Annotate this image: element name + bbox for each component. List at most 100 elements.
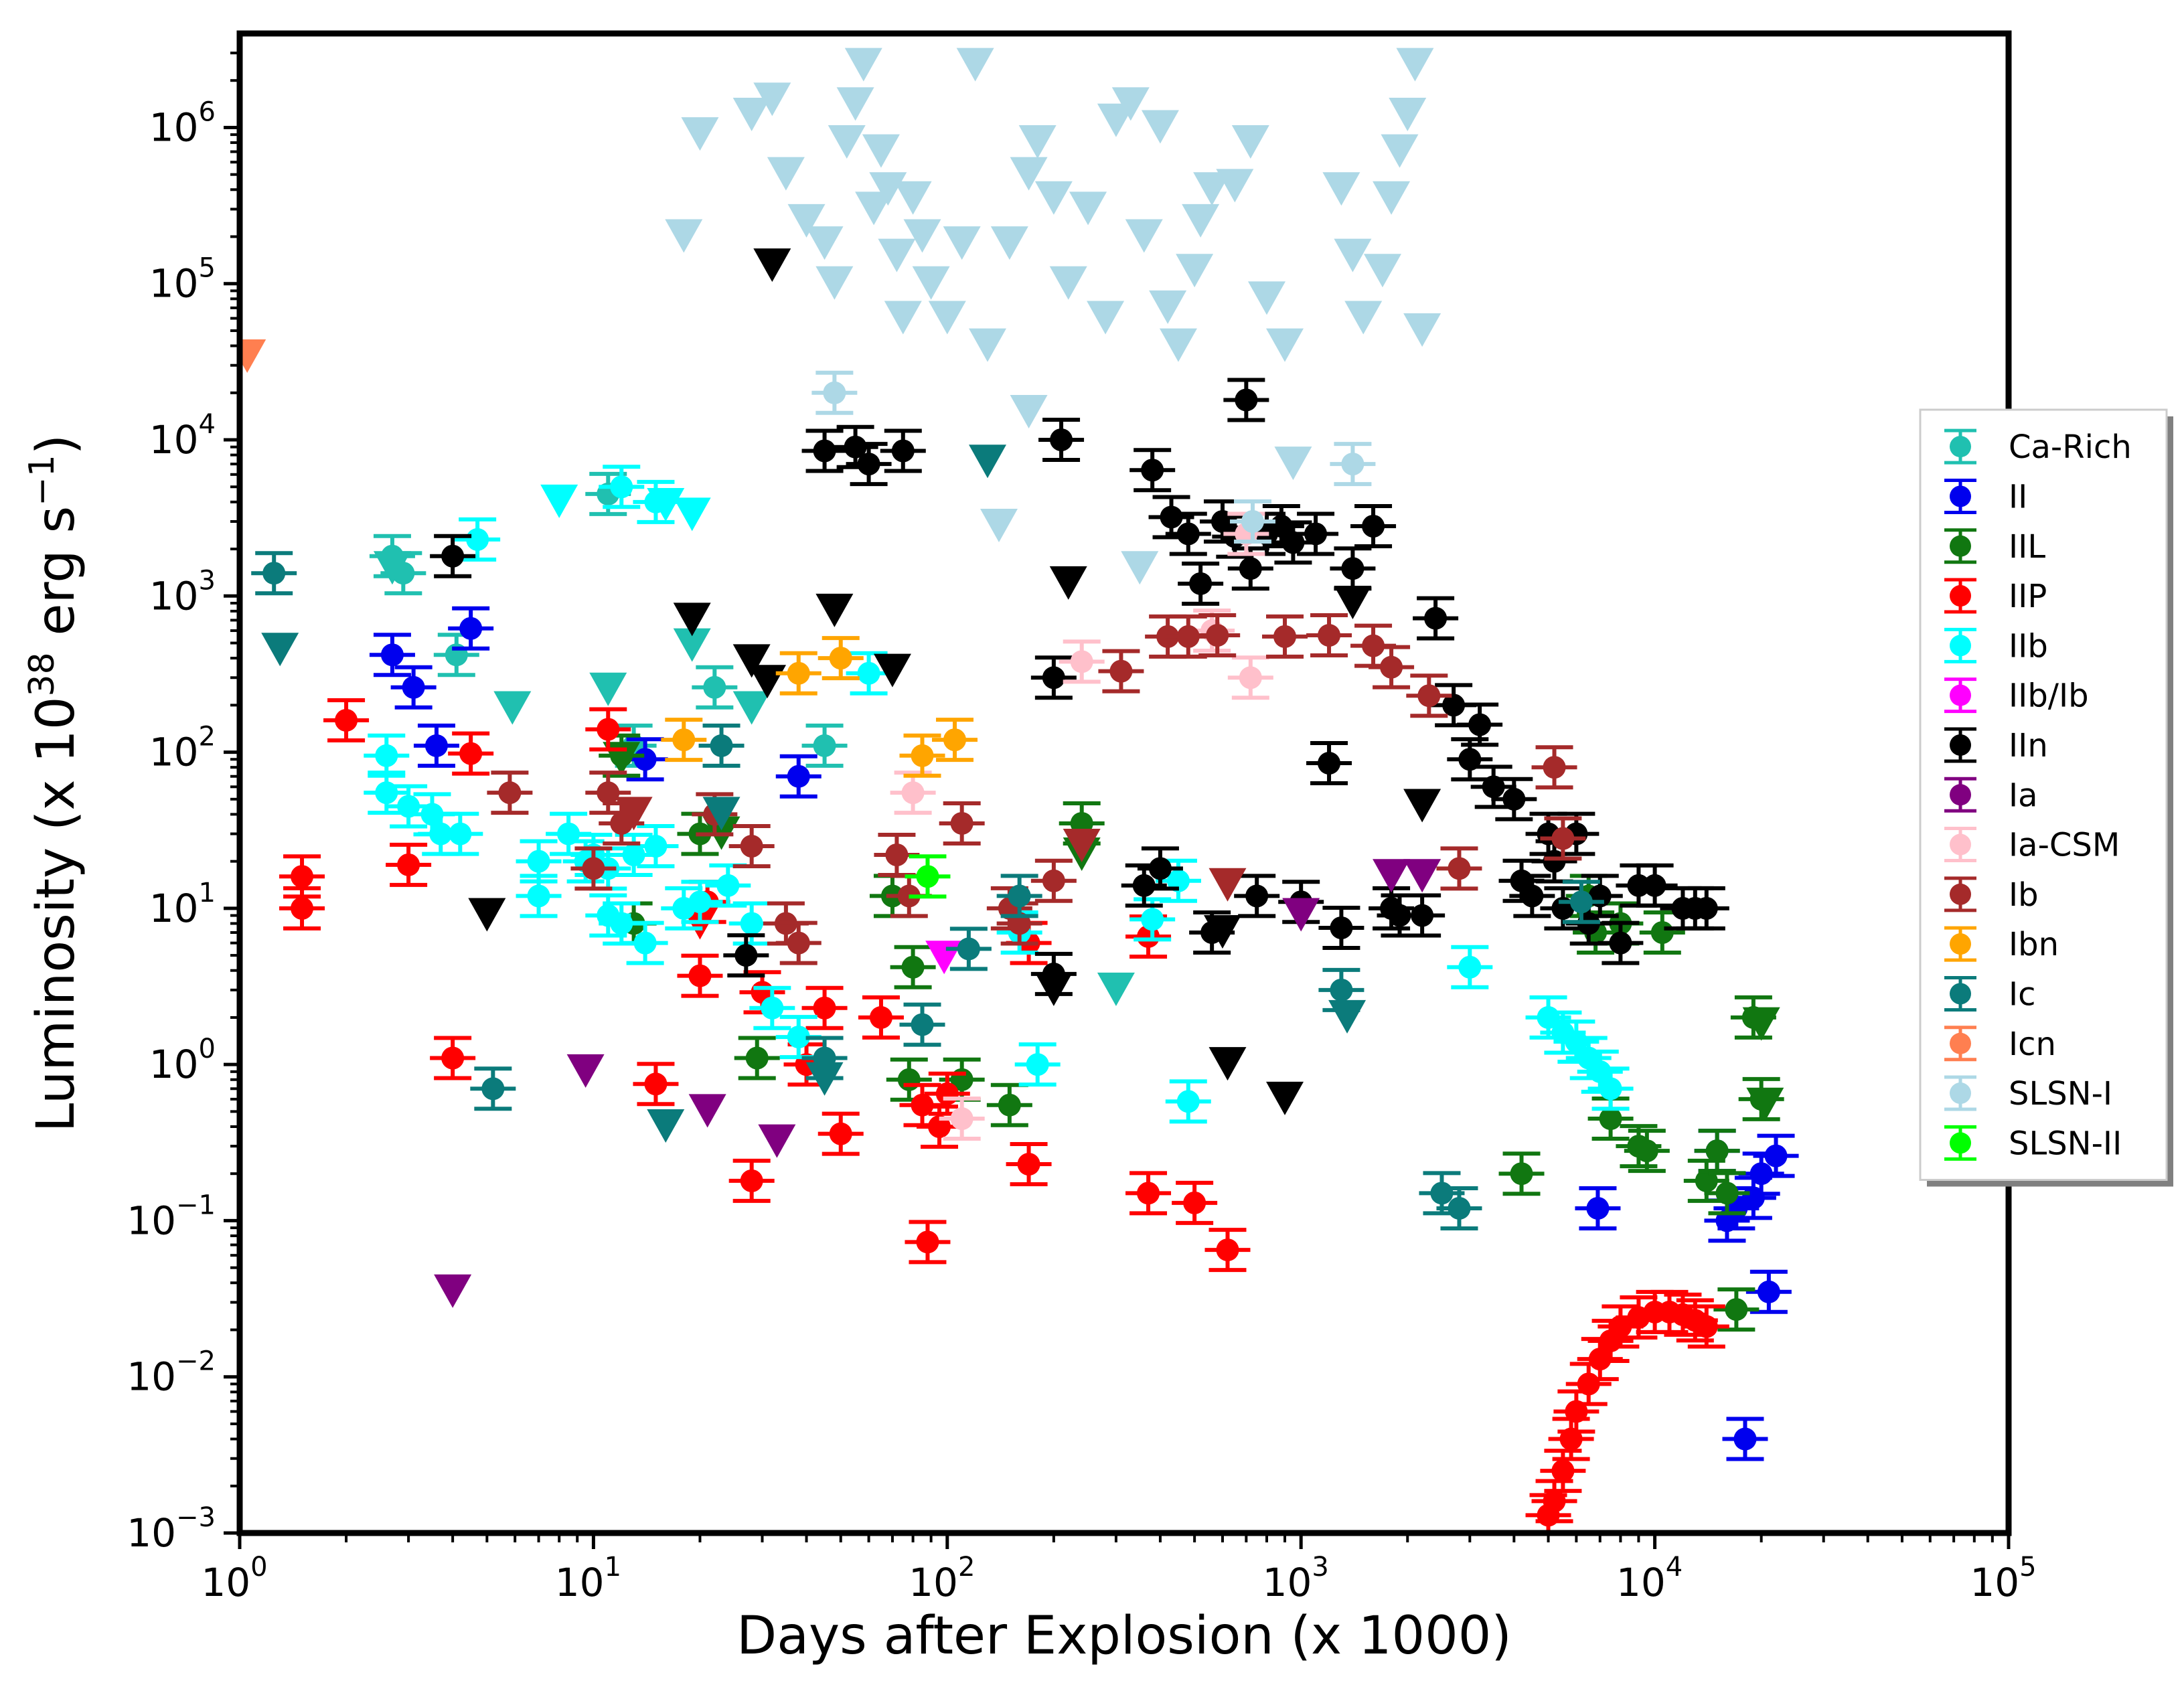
upper-limit-marker [1034,972,1073,1006]
data-point [734,944,758,967]
legend-entry: IIL [1944,528,2045,566]
data-point [761,996,784,1020]
data-point [1733,1427,1757,1451]
upper-limit-marker [805,226,844,260]
data-point [1725,1298,1748,1321]
legend-swatch [1950,983,1971,1005]
legend-swatch [1950,933,1971,955]
data-point [1643,874,1666,897]
legend-entry: Ca-Rich [1944,428,2132,466]
legend-entry: Ic [1944,975,2036,1013]
upper-limit-marker [647,1109,685,1143]
legend-label: Ia [2009,777,2038,814]
x-axis-label: Days after Explosion (x 1000) [736,1606,1512,1666]
legend-label: Ib [2009,876,2039,914]
upper-limit-marker [1069,191,1107,226]
data-point [466,528,489,551]
data-point [1380,655,1403,679]
data-point [1042,666,1065,690]
data-point [1330,916,1353,940]
data-point [688,890,712,914]
upper-limit-marker [912,266,950,300]
data-point [911,744,934,767]
upper-limit-marker [1334,238,1372,272]
legend-swatch [1950,436,1971,458]
data-point [1160,505,1183,529]
data-point [1705,1139,1729,1163]
x-tick-label: 101 [555,1552,621,1605]
data-point [262,562,286,585]
data-point [1318,624,1341,647]
data-point [1577,1372,1600,1396]
legend-entry: Ibn [1944,926,2059,963]
data-point [498,781,522,805]
legend-entry: SLSN-II [1944,1125,2122,1162]
upper-limit-marker [1034,181,1073,215]
data-point [901,955,925,979]
data-point [397,853,420,876]
upper-limit-marker [990,226,1028,260]
legend-swatch [1950,784,1971,806]
data-point [885,843,909,866]
data-point [829,1122,852,1145]
upper-limit-marker [1344,301,1383,335]
legend-swatch [1950,1032,1971,1054]
upper-limit-marker [688,1094,726,1128]
data-point [1588,1060,1612,1083]
legend-swatch [1950,734,1971,756]
upper-limit-marker [1125,219,1163,253]
series-ic [251,445,1604,1230]
upper-limit-marker [493,691,532,725]
legend-label: SLSN-II [2009,1125,2122,1162]
data-point [950,1107,973,1131]
data-point [1141,459,1164,482]
data-point [740,912,763,935]
series-icn [240,339,266,374]
data-point [1458,955,1482,979]
data-point [1417,684,1441,708]
legend-label: IIb/Ib [2009,677,2089,715]
data-point [582,857,605,880]
upper-limit-marker [1097,972,1135,1006]
data-point [787,764,810,788]
data-point [1176,1090,1200,1113]
legend-entry: Ia-CSM [1944,827,2120,864]
series-ia [434,859,1441,1308]
y-tick-label: 10−2 [127,1346,216,1400]
data-point [1609,1315,1632,1338]
data-point [441,1046,465,1070]
upper-limit-marker [1208,868,1247,902]
upper-limit-marker [673,628,711,662]
upper-limit-marker [969,445,1007,479]
data-point [1749,1162,1773,1186]
data-point [1183,1191,1206,1214]
upper-limit-marker [980,508,1018,542]
upper-limit-marker [943,226,981,260]
upper-limit-marker [787,204,826,238]
legend-entry: Icn [1944,1026,2056,1063]
upper-limit-marker [1097,103,1135,137]
data-point [716,874,740,897]
data-point [1468,713,1492,736]
data-point [844,435,867,459]
upper-limit-marker [815,593,854,627]
data-point [597,718,620,741]
data-point [813,996,836,1020]
upper-limit-marker [878,238,916,272]
upper-limit-marker [732,691,771,725]
upper-limit-marker [1216,169,1254,203]
data-point [869,1005,892,1029]
axis-ticks: 100 101 102 103 104 105 10−3 10−2 10−1 100 101 102 1… [127,52,2037,1605]
legend-entry: IIP [1944,578,2047,615]
data-point [1448,857,1471,880]
upper-limit-marker [828,125,866,159]
x-tick-label: 104 [1616,1552,1683,1605]
series-ib [487,613,1586,965]
y-tick-label: 102 [149,722,216,775]
upper-limit-marker [1403,789,1441,823]
data-point [740,1169,763,1192]
data-point [787,1026,810,1049]
upper-limit-marker [1087,301,1125,335]
upper-limit-marker [753,248,791,283]
x-tick-label: 105 [1970,1552,2036,1605]
